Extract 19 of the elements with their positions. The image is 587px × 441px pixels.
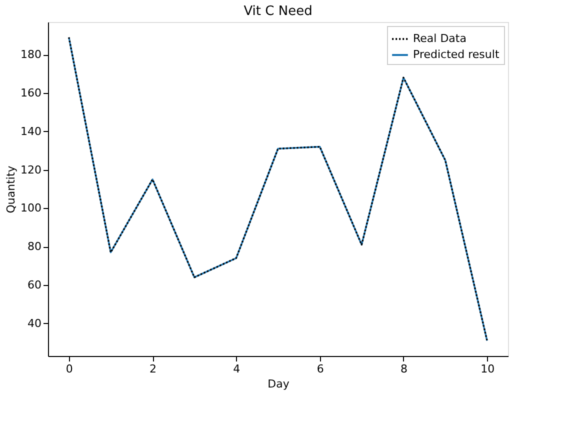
legend-label: Predicted result [413, 48, 500, 61]
x-tick-label: 8 [400, 362, 408, 376]
y-tick-label: 80 [28, 240, 42, 254]
y-tick-label: 160 [20, 86, 42, 100]
x-tick-label: 2 [150, 362, 157, 376]
y-tick-label: 120 [20, 163, 42, 176]
x-tick-label: 6 [316, 362, 324, 376]
y-tick-label: 100 [20, 202, 42, 215]
y-tick-label: 40 [28, 316, 42, 330]
legend-label: Real Data [413, 32, 466, 45]
y-tick-label: 60 [28, 278, 42, 292]
x-tick-label: 10 [480, 362, 495, 376]
y-axis-title: Quantity [4, 165, 18, 214]
x-axis-title: Day [268, 378, 290, 390]
x-tick-label: 0 [66, 362, 73, 376]
chart-title: Vit C Need [244, 4, 312, 19]
y-tick-label: 180 [20, 48, 42, 62]
y-tick-label: 140 [20, 124, 42, 138]
x-tick-label: 4 [233, 362, 240, 376]
